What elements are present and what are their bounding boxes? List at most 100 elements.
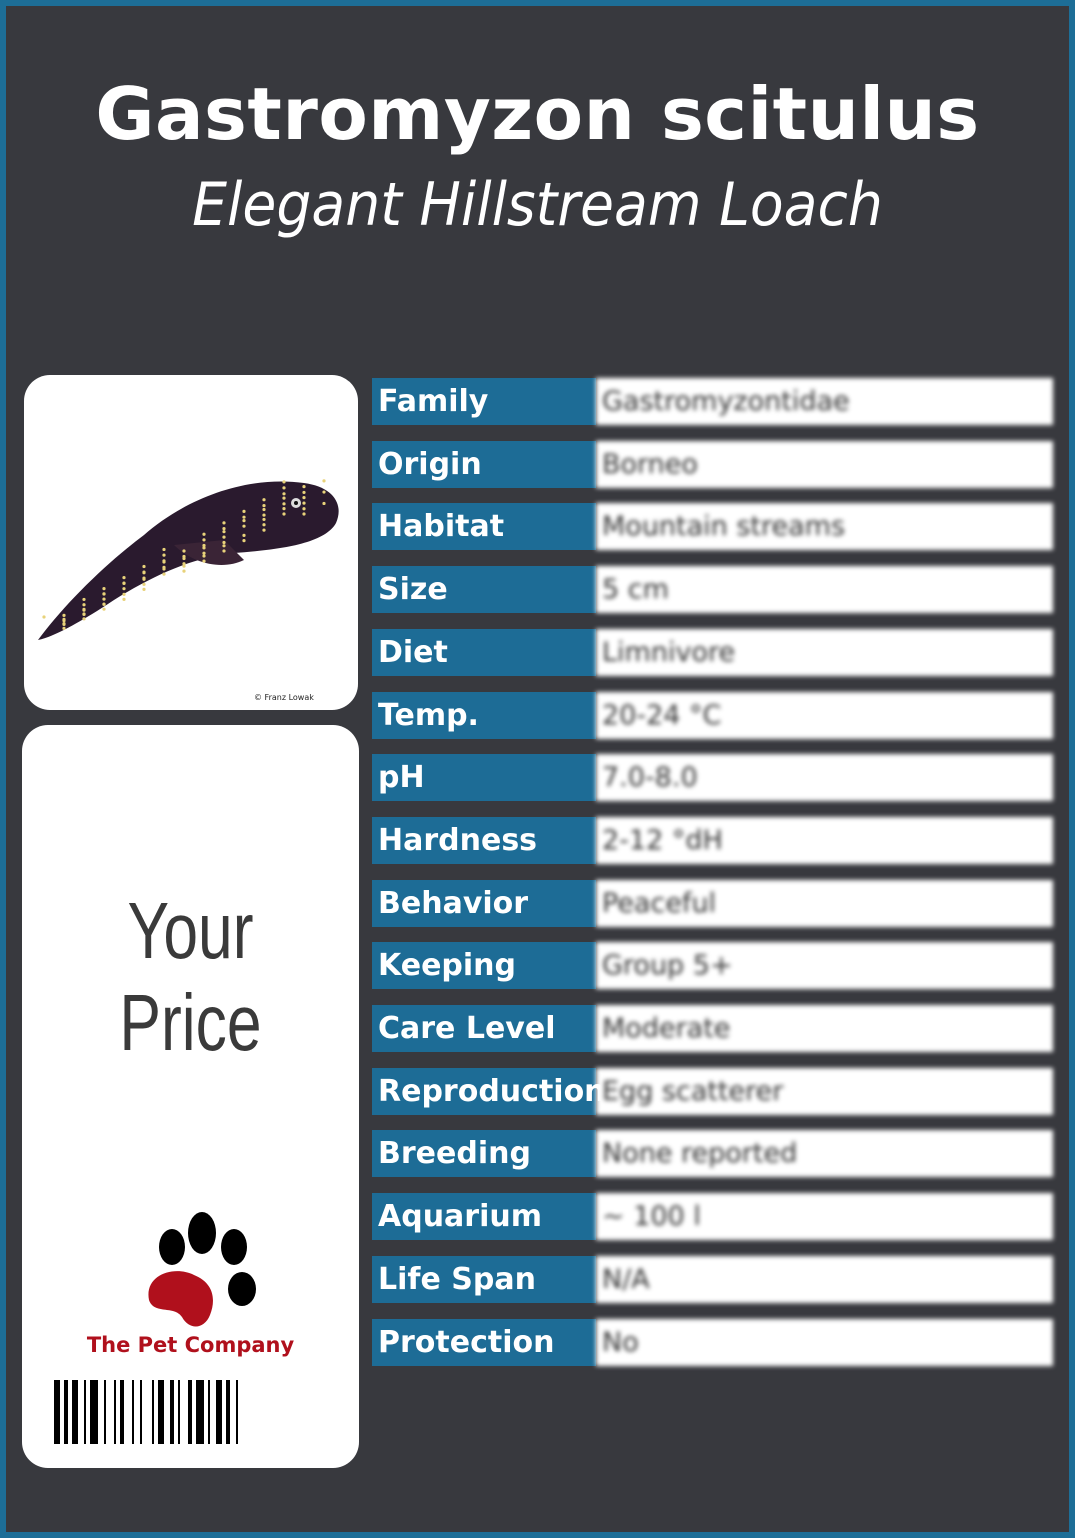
fish-spot	[302, 490, 306, 495]
fish-spot	[242, 509, 246, 513]
barcode-bar	[54, 1380, 60, 1444]
fish-spot	[122, 587, 126, 591]
fish-spot	[122, 592, 126, 596]
row-label: Behavior	[372, 879, 596, 927]
barcode-bar	[178, 1380, 180, 1444]
fish-spot	[222, 540, 226, 545]
row-label: Family	[372, 378, 596, 425]
fish-spot	[222, 544, 226, 548]
fish-spot	[282, 486, 286, 490]
fish-spot	[82, 607, 86, 611]
row-value: ~ 100 l	[596, 1193, 1053, 1241]
fish-spot	[242, 515, 246, 519]
fish-spot	[102, 607, 106, 611]
brand-name: The Pet Company	[86, 1333, 295, 1357]
row-label: Aquarium	[372, 1193, 596, 1241]
fish-spot	[222, 527, 226, 531]
row-value: Mountain streams	[596, 503, 1053, 551]
row-value: 20-24 °C	[596, 691, 1053, 739]
info-row: Diet Limnivore	[372, 628, 1053, 676]
fish-spot	[282, 492, 286, 496]
fish-spot	[142, 577, 146, 581]
fish-spot	[222, 535, 226, 539]
row-label: Reproduction	[372, 1067, 606, 1115]
row-label: Diet	[372, 628, 596, 676]
fish-spot	[82, 597, 86, 602]
fish-photo-card: © Franz Lowak	[24, 375, 358, 710]
fish-spot	[222, 549, 226, 553]
price-card: Your Price The Pet Company	[22, 725, 359, 1468]
fish-spot	[182, 556, 186, 561]
row-value: Gastromyzontidae	[596, 378, 1053, 425]
fish-spot	[202, 546, 206, 550]
barcode-bar	[226, 1380, 230, 1444]
info-row: Origin Borneo	[372, 440, 1053, 488]
fish-spot	[162, 572, 166, 576]
fish-spot	[262, 517, 266, 522]
barcode-bar	[208, 1380, 210, 1444]
row-value: 7.0-8.0	[596, 754, 1053, 802]
fish-spot	[142, 582, 146, 586]
fish-spot	[122, 597, 126, 601]
fish-spot	[82, 617, 86, 621]
fish-spot	[262, 507, 266, 512]
fish-spot	[162, 553, 166, 557]
barcode-bar	[188, 1380, 192, 1444]
fish-spot	[322, 490, 326, 494]
barcode-bar	[114, 1380, 116, 1444]
fish-spot	[62, 617, 66, 621]
fish-spot	[82, 612, 86, 616]
row-label: Size	[372, 566, 596, 614]
fish-spot	[202, 554, 206, 558]
barcode-bar	[120, 1380, 124, 1444]
fish-spot	[282, 512, 286, 516]
fish-spot	[302, 496, 306, 500]
fish-spot	[182, 562, 186, 566]
fish-spot	[142, 587, 146, 591]
fish-spot	[202, 543, 206, 548]
row-value: 2-12 °dH	[596, 816, 1053, 864]
row-label: Care Level	[372, 1005, 596, 1052]
row-value: N/A	[596, 1255, 1053, 1303]
fish-spot	[262, 498, 266, 502]
barcode-bar	[72, 1380, 78, 1444]
fish-spot	[182, 564, 186, 568]
info-row: Care Level Moderate	[372, 1005, 1053, 1052]
common-name: Elegant Hillstream Loach	[192, 170, 883, 240]
row-value: 5 cm	[596, 566, 1053, 614]
info-row: Temp. 20-24 °C	[372, 691, 1053, 739]
photo-credit: © Franz Lowak	[254, 693, 314, 702]
row-label: Temp.	[372, 691, 596, 739]
fish-image	[38, 479, 339, 640]
fish-spot	[242, 524, 246, 528]
barcode-bar	[196, 1380, 204, 1444]
fish-spot	[62, 626, 66, 630]
fish-spot	[302, 485, 306, 489]
fish-spot	[122, 576, 126, 580]
fish-spot	[182, 549, 186, 553]
fish-spot	[262, 523, 266, 527]
fish-spot	[62, 613, 66, 617]
barcode-bar	[170, 1380, 174, 1444]
info-row: Aquarium ~ 100 l	[372, 1193, 1053, 1241]
fish-spot	[222, 530, 226, 534]
row-value: Egg scatterer	[596, 1067, 1053, 1115]
barcode-bar	[64, 1380, 68, 1444]
info-row: Habitat Mountain streams	[372, 503, 1053, 551]
info-row: Hardness 2-12 °dH	[372, 816, 1053, 864]
fish-spot	[202, 559, 206, 563]
barcode-bar	[140, 1380, 142, 1444]
info-row: Life Span N/A	[372, 1255, 1053, 1303]
fish-spot	[222, 521, 226, 525]
fish-spot	[282, 506, 286, 511]
row-value: None reported	[596, 1130, 1053, 1178]
row-label: Life Span	[372, 1255, 596, 1303]
fish-spot	[102, 602, 106, 606]
info-row: Keeping Group 5+	[372, 942, 1053, 990]
barcode-bar	[104, 1380, 106, 1444]
fish-spot	[282, 480, 286, 484]
paw-logo-icon	[148, 1212, 256, 1327]
barcode-bar	[236, 1380, 238, 1444]
fish-spot	[322, 501, 326, 506]
fish-spot	[262, 528, 266, 532]
